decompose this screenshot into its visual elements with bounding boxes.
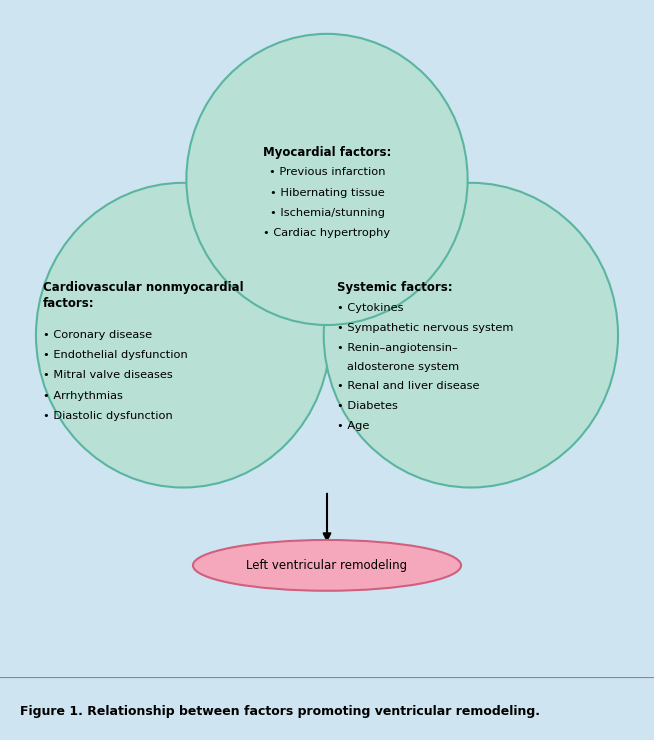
Text: Cardiovascular nonmyocardial
factors:: Cardiovascular nonmyocardial factors: bbox=[43, 281, 243, 310]
Text: • Renal and liver disease: • Renal and liver disease bbox=[337, 380, 479, 391]
Text: aldosterone system: aldosterone system bbox=[347, 362, 458, 372]
Text: Myocardial factors:: Myocardial factors: bbox=[263, 146, 391, 158]
Text: • Mitral valve diseases: • Mitral valve diseases bbox=[43, 371, 172, 380]
Text: • Previous infarction: • Previous infarction bbox=[269, 167, 385, 178]
Text: • Diastolic dysfunction: • Diastolic dysfunction bbox=[43, 411, 172, 421]
Text: • Cytokines: • Cytokines bbox=[337, 303, 404, 313]
Text: • Sympathetic nervous system: • Sympathetic nervous system bbox=[337, 323, 513, 333]
Text: Left ventricular remodeling: Left ventricular remodeling bbox=[247, 559, 407, 572]
Text: Figure 1. Relationship between factors promoting ventricular remodeling.: Figure 1. Relationship between factors p… bbox=[20, 705, 540, 719]
Text: • Cardiac hypertrophy: • Cardiac hypertrophy bbox=[264, 228, 390, 238]
Circle shape bbox=[186, 34, 468, 325]
Text: Systemic factors:: Systemic factors: bbox=[337, 281, 453, 294]
Circle shape bbox=[324, 183, 618, 488]
Text: • Coronary disease: • Coronary disease bbox=[43, 330, 152, 340]
Text: • Arrhythmias: • Arrhythmias bbox=[43, 391, 122, 400]
Text: • Endothelial dysfunction: • Endothelial dysfunction bbox=[43, 350, 187, 360]
Circle shape bbox=[36, 183, 330, 488]
Text: • Renin–angiotensin–: • Renin–angiotensin– bbox=[337, 343, 458, 353]
Text: • Ischemia/stunning: • Ischemia/stunning bbox=[269, 208, 385, 218]
Ellipse shape bbox=[193, 540, 461, 591]
Text: • Diabetes: • Diabetes bbox=[337, 401, 398, 411]
Text: • Hibernating tissue: • Hibernating tissue bbox=[269, 187, 385, 198]
Text: • Age: • Age bbox=[337, 421, 370, 431]
